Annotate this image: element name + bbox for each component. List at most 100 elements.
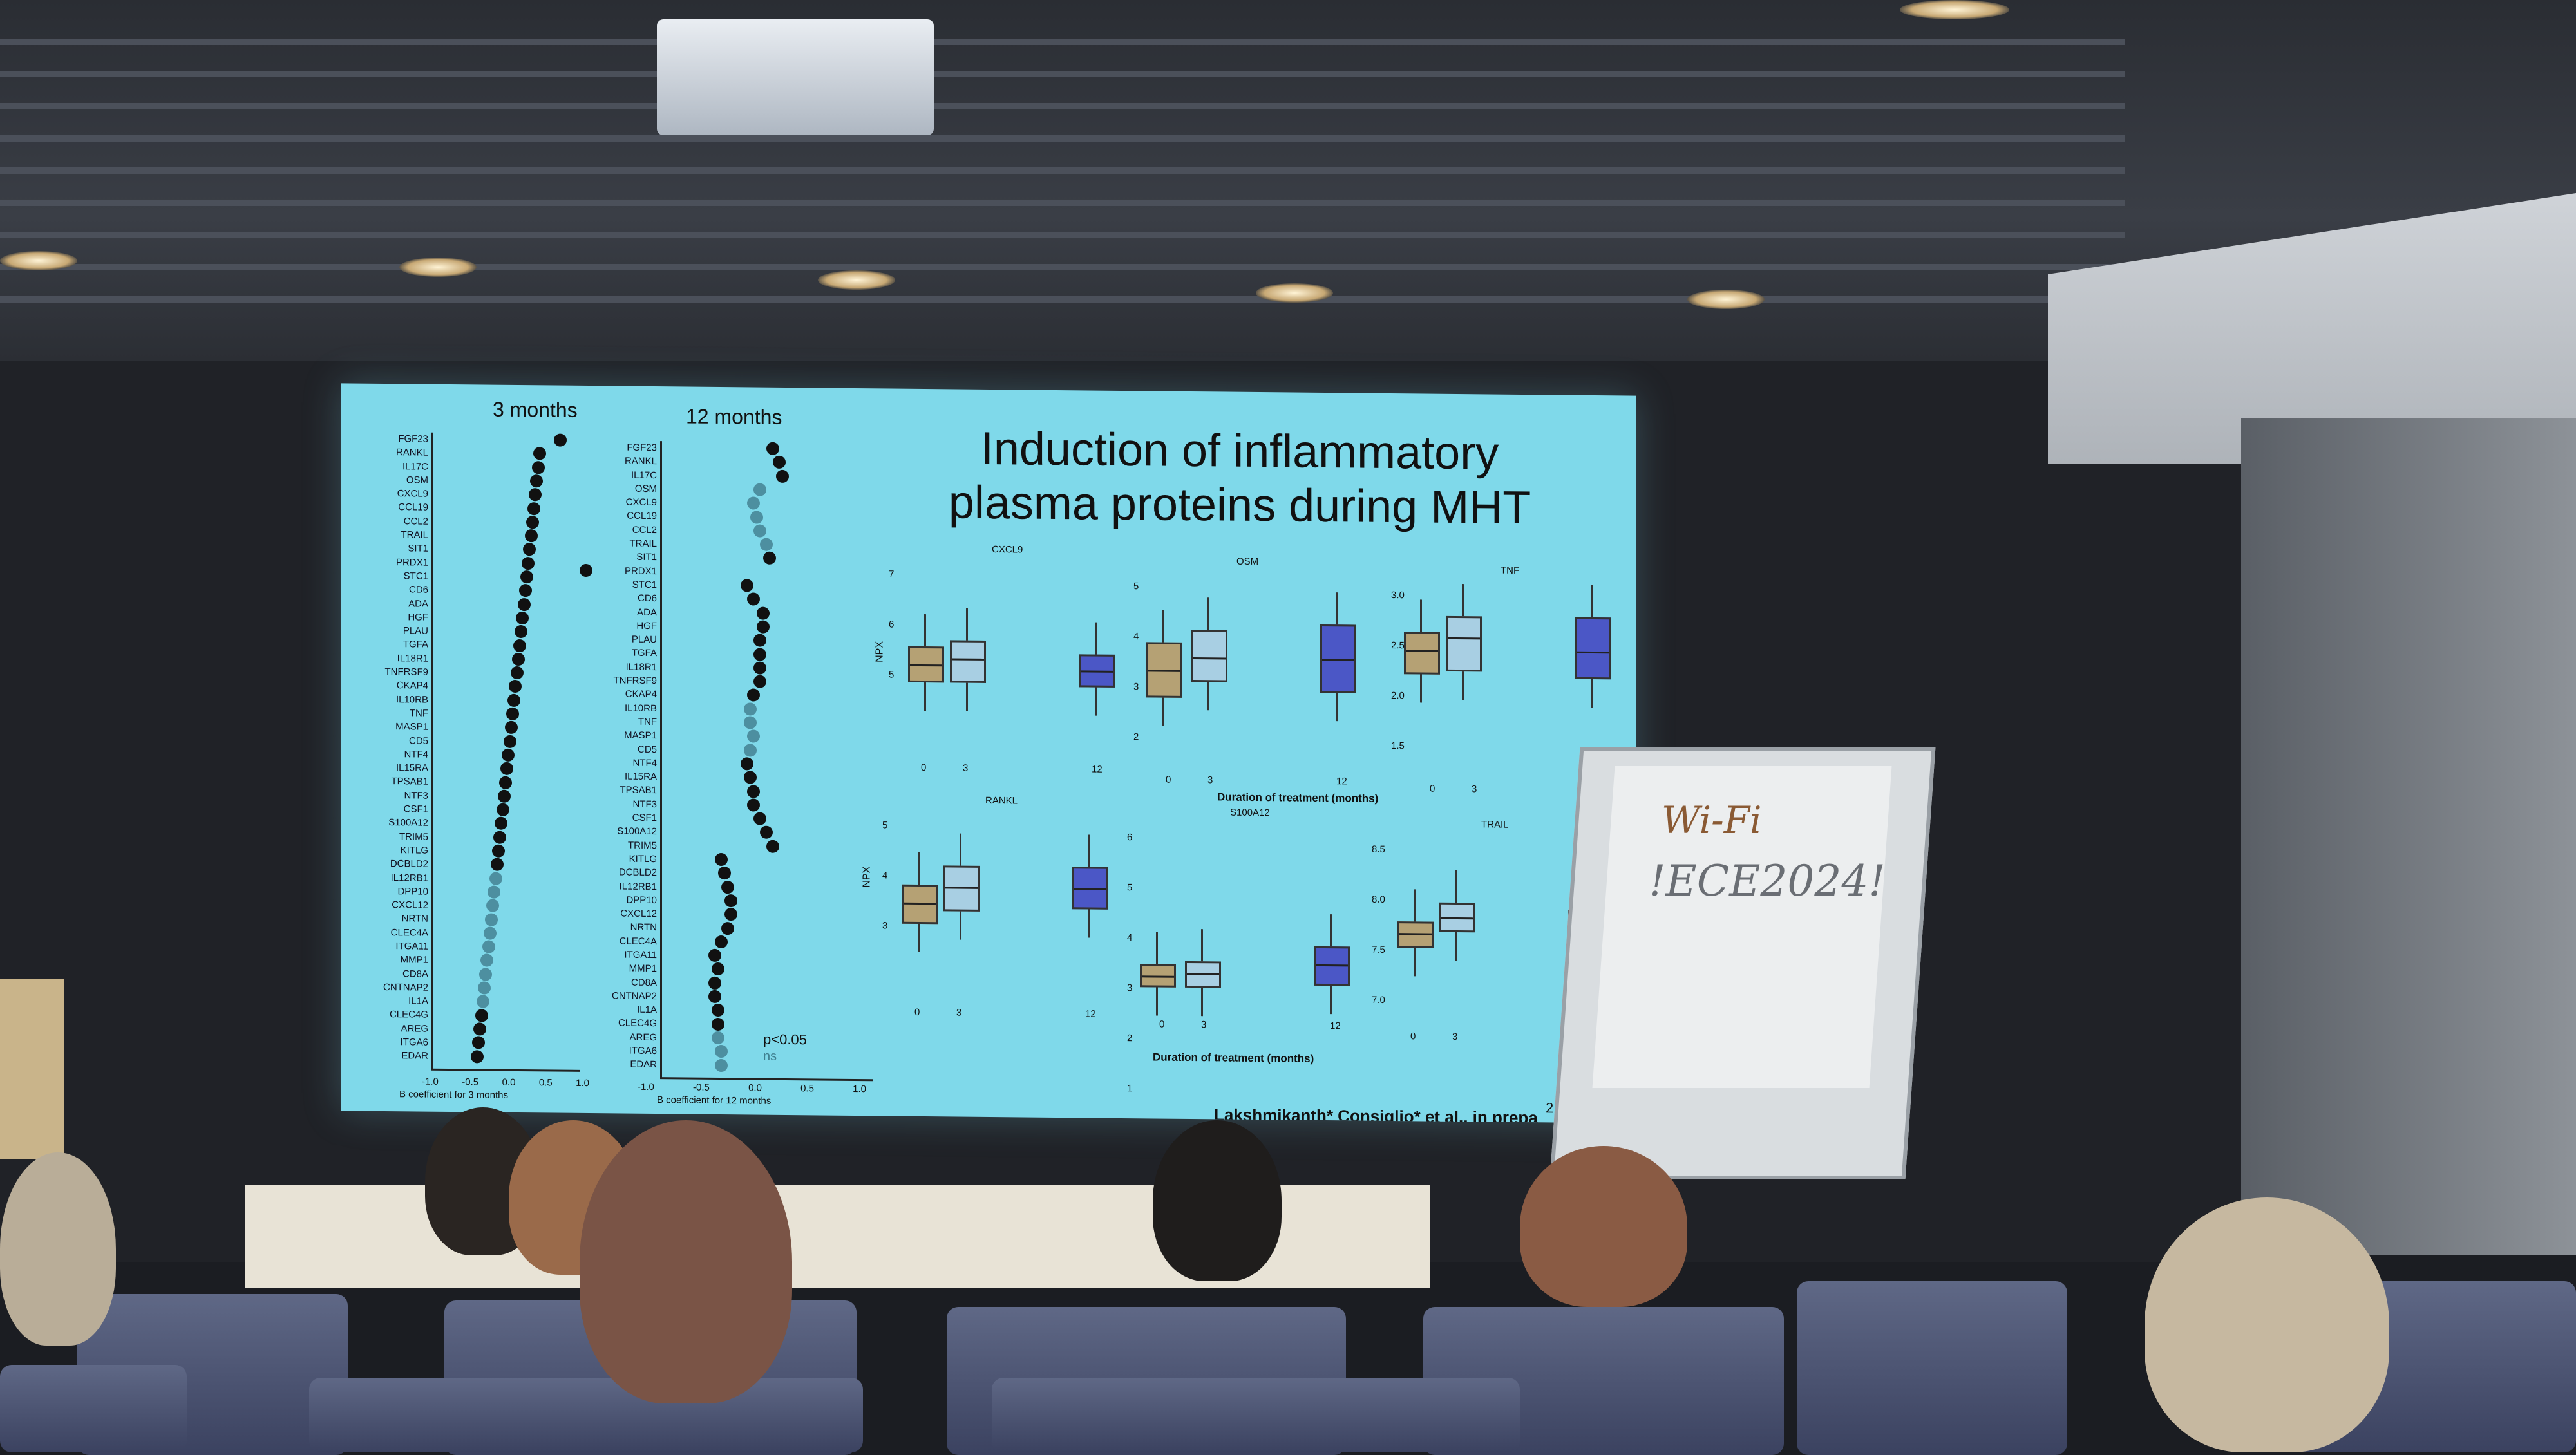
- side-wall: [2241, 418, 2576, 1255]
- tick-label: 0.0: [748, 1082, 762, 1094]
- gene-label: CCL19: [627, 511, 657, 522]
- tick-label: 1.0: [576, 1077, 589, 1089]
- coefficient-dot: [721, 921, 734, 935]
- coefficient-dot: [747, 784, 760, 798]
- coefficient-dot: [499, 776, 512, 789]
- coefficient-dot: [490, 858, 504, 872]
- y-tick-label: 2: [1127, 1033, 1133, 1044]
- coefficient-dot: [580, 563, 592, 577]
- boxplot-box: [1146, 642, 1182, 698]
- gene-label: CD5: [408, 735, 428, 747]
- tick-label: 0.5: [538, 1077, 553, 1089]
- coefficient-dot: [500, 762, 514, 776]
- coefficient-dot: [533, 447, 546, 460]
- gene-label: S100A12: [388, 817, 428, 829]
- x-tick-label: 0: [1430, 783, 1435, 794]
- gene-label: CKAP4: [396, 680, 428, 691]
- y-tick-label: 2.5: [1391, 639, 1405, 652]
- coefficient-dot: [753, 483, 766, 496]
- gene-label: FGF23: [627, 442, 657, 454]
- gene-label: TRIM5: [628, 840, 657, 851]
- x-tick-label: 3: [1201, 1019, 1207, 1031]
- gene-label: OSM: [634, 483, 657, 494]
- gene-label: HGF: [636, 620, 657, 632]
- x-tick-label: 0: [1410, 1031, 1416, 1042]
- coefficient-dot: [776, 469, 789, 483]
- y-tick-label: 1: [1127, 1083, 1133, 1094]
- y-tick-label: 5: [1133, 581, 1139, 592]
- gene-label: RANKL: [624, 455, 657, 467]
- gene-label: CCL19: [398, 502, 428, 514]
- coefficient-dot: [712, 1031, 724, 1044]
- tick-label: 0.0: [502, 1076, 516, 1088]
- gene-label: CLEC4A: [619, 935, 657, 947]
- coefficient-dot: [773, 456, 786, 469]
- y-tick-label: 5: [882, 820, 888, 831]
- coefficient-dot: [489, 872, 502, 885]
- coefficient-dot: [712, 1017, 724, 1031]
- x-tick-label: 3: [1472, 784, 1477, 795]
- coefficient-dot: [708, 976, 721, 990]
- boxplot-box: [1314, 946, 1350, 986]
- gene-label: DCBLD2: [390, 858, 428, 870]
- coefficient-dot: [522, 556, 535, 570]
- gene-label: IL10RB: [624, 702, 657, 714]
- coefficient-dot: [509, 680, 522, 693]
- coefficient-dot: [753, 647, 766, 661]
- coefficient-dot: [760, 538, 773, 551]
- gene-label: CCL2: [403, 516, 428, 527]
- coefficient-dot: [485, 912, 498, 926]
- gene-label: AREG: [401, 1023, 428, 1035]
- flipchart-text-hashtag: !ECE2024!: [1649, 856, 1886, 906]
- tick-label: -0.5: [693, 1082, 710, 1093]
- gene-label: TPSAB1: [620, 784, 657, 796]
- gene-label: TRIM5: [399, 831, 428, 843]
- boxplot-box: [950, 640, 986, 683]
- boxplot-box: [1140, 964, 1176, 988]
- gene-label: SIT1: [636, 552, 657, 563]
- boxplot-panel-title: CXCL9: [992, 544, 1023, 556]
- coefficient-dot: [472, 1036, 486, 1049]
- legend-not-significant: ns: [763, 1049, 777, 1064]
- gene-label: CD8A: [402, 968, 428, 980]
- gene-label: PRDX1: [624, 565, 657, 577]
- gene-labels-3-months: FGF23 RANKL IL17C OSM CXCL9 CCL19 CCL2 TRAIL SIT…: [367, 432, 428, 1064]
- coefficient-dot: [747, 688, 760, 702]
- gene-label: PLAU: [631, 634, 657, 646]
- y-tick-label: 5: [1127, 882, 1133, 894]
- coefficient-dot: [504, 721, 518, 735]
- coefficient-dot: [479, 968, 493, 981]
- coefficient-dot: [757, 606, 770, 620]
- gene-label: EDAR: [630, 1059, 657, 1071]
- x-tick-label: 3: [963, 762, 969, 774]
- gene-label: KITLG: [629, 853, 657, 865]
- y-tick-label: 3: [882, 920, 888, 932]
- coefficient-dot: [482, 940, 495, 953]
- coefficient-dot: [744, 702, 757, 716]
- coefficient-dot: [750, 510, 763, 524]
- y-tick-label: 2.0: [1391, 690, 1405, 702]
- coefficient-dot: [724, 908, 737, 921]
- gene-label: ADA: [408, 597, 428, 610]
- y-tick-label: 4: [1133, 631, 1139, 643]
- gene-label: CLEC4G: [618, 1017, 657, 1029]
- coefficient-dot: [753, 634, 766, 647]
- coefficient-dot: [760, 825, 773, 840]
- gene-labels-12-months: FGF23 RANKL IL17C OSM CXCL9 CCL19 CCL2 TRAIL SIT…: [596, 440, 657, 1072]
- coefficient-dot: [529, 488, 542, 502]
- coefficient-dot: [520, 570, 533, 584]
- coefficient-dot: [708, 990, 721, 1004]
- gene-label: IL15RA: [624, 771, 657, 783]
- y-axis-label: NPX: [861, 866, 873, 888]
- boxplot-box: [1439, 902, 1475, 933]
- gene-label: AREG: [629, 1031, 657, 1043]
- coefficient-dot: [515, 625, 528, 639]
- gene-label: DPP10: [626, 894, 657, 906]
- boxplot-box: [1446, 615, 1482, 672]
- coefficient-dot: [492, 844, 505, 858]
- boxplot-box: [943, 865, 980, 912]
- tick-label: -1.0: [422, 1076, 439, 1087]
- coefficient-dot: [747, 798, 760, 812]
- x-tick-label: 3: [1208, 774, 1213, 786]
- gene-label: IL1A: [637, 1004, 657, 1016]
